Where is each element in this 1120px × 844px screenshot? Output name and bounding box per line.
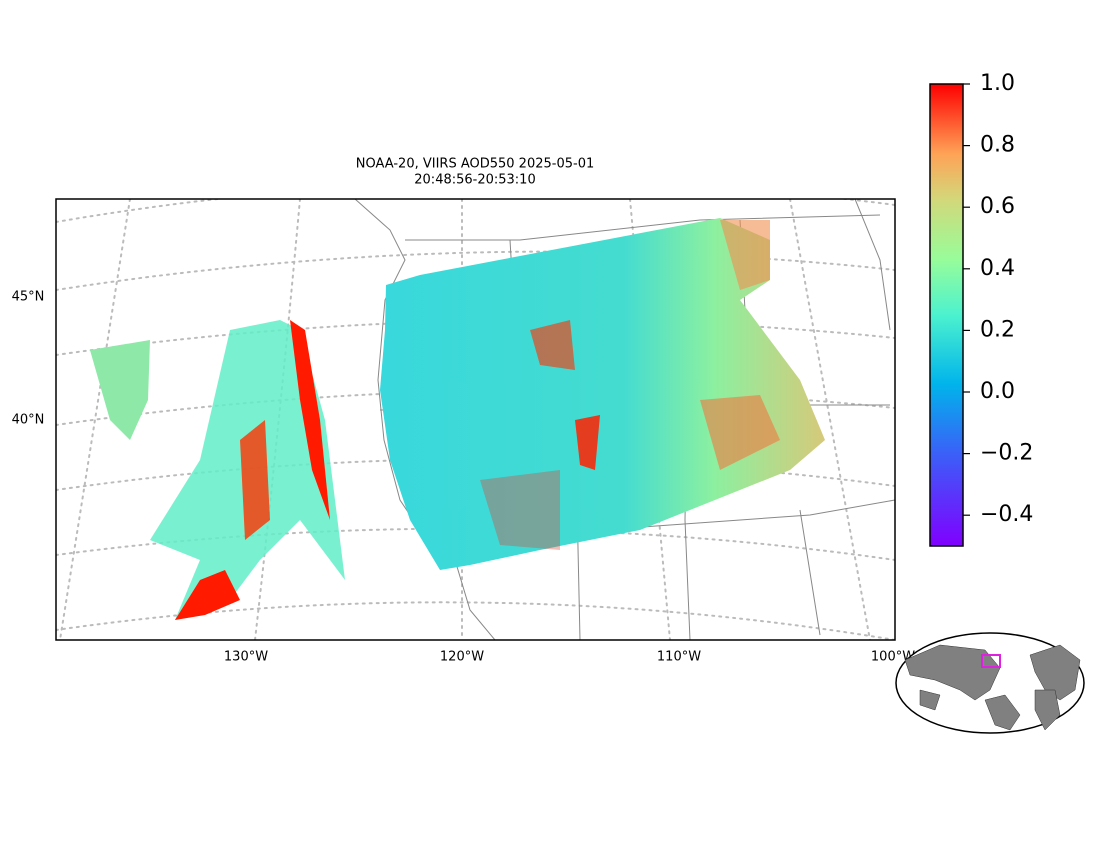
map-area	[56, 199, 895, 640]
colorbar-tick-label: 0.6	[980, 194, 1015, 219]
colorbar-tick-label: 0.8	[980, 133, 1015, 158]
colorbar-tick-label: 0.0	[980, 379, 1015, 404]
inset-globe	[895, 632, 1085, 734]
colorbar-tick-label: 0.4	[980, 256, 1015, 281]
lon-label: 110°W	[657, 650, 701, 665]
aod-swath	[700, 395, 780, 470]
aod-swath	[380, 218, 825, 570]
aod-swath	[480, 470, 560, 550]
aod-swath	[240, 420, 270, 540]
colorbar-ramp	[929, 83, 964, 547]
aod-swath	[720, 220, 770, 290]
aod-swath	[90, 340, 150, 440]
colorbar-tick-label: −0.2	[980, 441, 1033, 466]
aod-swath	[175, 570, 240, 620]
map-subtitle: 20:48:56-20:53:10	[414, 173, 535, 188]
aod-swath	[530, 320, 575, 370]
lat-label: 40°N	[12, 413, 45, 428]
aod-swath	[290, 320, 330, 520]
lat-label: 45°N	[12, 290, 45, 305]
colorbar	[929, 83, 964, 547]
map-frame	[55, 198, 896, 641]
colorbar-tick-label: 1.0	[980, 71, 1015, 96]
colorbar-tick-label: 0.2	[980, 317, 1015, 342]
lon-label: 120°W	[440, 650, 484, 665]
aod-swath	[575, 415, 600, 470]
lon-label: 130°W	[224, 650, 268, 665]
colorbar-tick-label: −0.4	[980, 502, 1033, 527]
map-title: NOAA-20, VIIRS AOD550 2025-05-01	[356, 157, 594, 172]
lon-label: 100°W	[871, 650, 915, 665]
